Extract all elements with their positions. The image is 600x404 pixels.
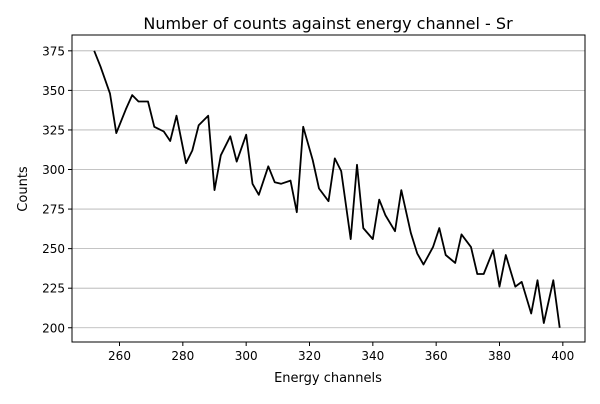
y-axis-ticks: 200 225 250 275 300 325 350 375	[42, 44, 72, 335]
plot-frame	[71, 34, 586, 343]
x-tick-label: 280	[171, 349, 194, 363]
grid-lines	[72, 50, 585, 329]
x-tick-label: 260	[108, 349, 131, 363]
x-tick-label: 380	[488, 349, 511, 363]
x-tick-label: 300	[235, 349, 258, 363]
y-tick-label: 350	[42, 84, 65, 98]
y-tick-label: 375	[42, 44, 65, 58]
y-tick-label: 200	[42, 321, 65, 335]
chart-title: Number of counts against energy channel …	[143, 14, 513, 33]
series-line	[93, 50, 561, 328]
x-axis-ticks: 260 280 300 320 340 360 380 400	[108, 342, 574, 363]
y-tick-label: 250	[42, 242, 65, 256]
y-axis-label: Counts	[16, 166, 31, 212]
x-axis-label: Energy channels	[274, 371, 382, 386]
x-tick-label: 400	[551, 349, 574, 363]
y-tick-label: 275	[42, 203, 65, 217]
x-tick-label: 320	[298, 349, 321, 363]
x-tick-label: 340	[361, 349, 384, 363]
y-tick-label: 300	[42, 163, 65, 177]
y-tick-label: 225	[42, 282, 65, 296]
y-tick-label: 325	[42, 123, 65, 137]
x-tick-label: 360	[425, 349, 448, 363]
